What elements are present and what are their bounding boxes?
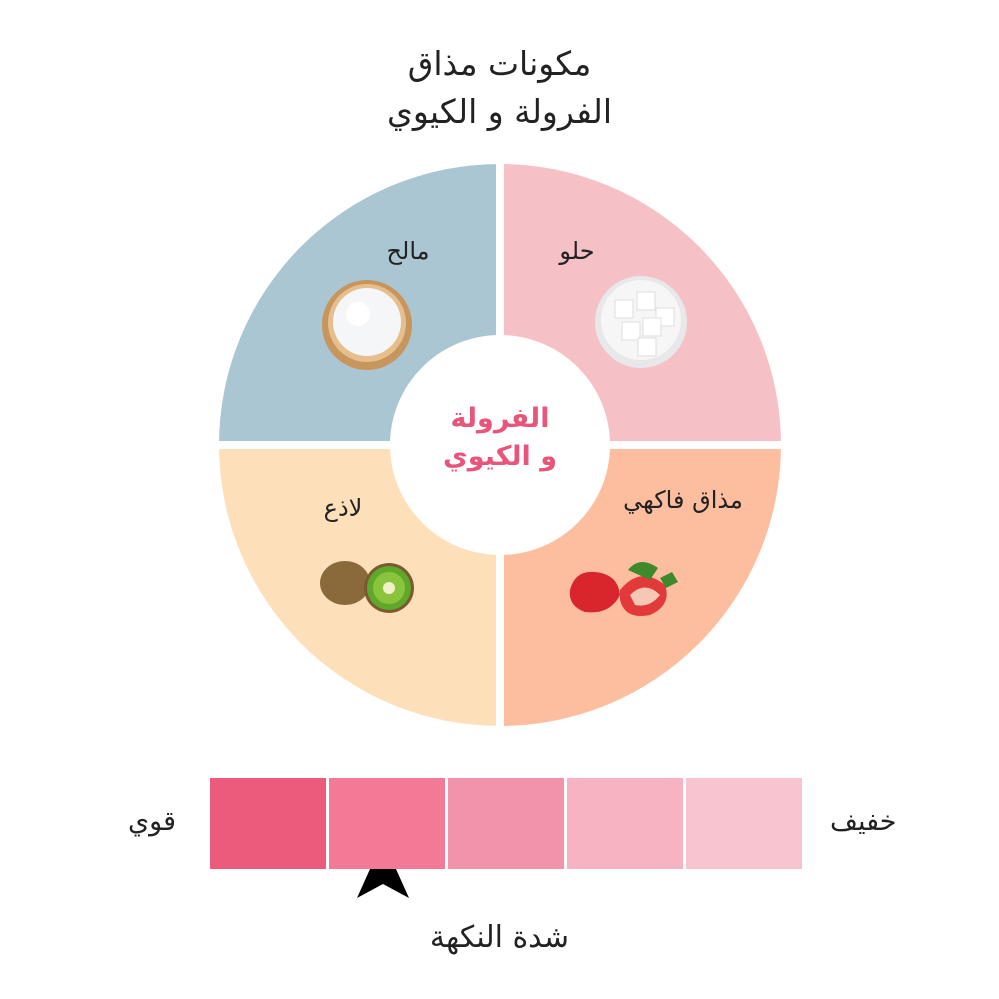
strawberry-icon	[569, 561, 678, 616]
scale-level-5	[686, 778, 802, 869]
center-line2: و الكيوي	[443, 441, 557, 472]
quadrant-label-salty: مالح	[386, 237, 430, 265]
salt-bowl-icon	[322, 280, 412, 370]
scale-level-1	[210, 778, 326, 869]
quadrant-label-tangy: لاذع	[323, 494, 363, 522]
scale-left-label: قوي	[128, 806, 176, 837]
scale-title: شدة النكهة	[429, 920, 570, 955]
scale-level-4	[567, 778, 683, 869]
quadrant-label-fruity: مذاق فاكهي	[623, 486, 743, 514]
chart-title-line2: الفرولة و الكيوي	[386, 92, 612, 131]
wheel-center-text: الفرولة و الكيوي	[400, 400, 600, 476]
chart-title-line1: مكونات مذاق	[407, 44, 592, 83]
scale-right-label: خفيف	[830, 806, 897, 837]
sugar-cubes-icon	[595, 276, 687, 368]
triangle-pointer-icon	[357, 840, 409, 898]
scale-level-2	[329, 778, 445, 869]
wheel-center	[390, 335, 610, 555]
quadrant-label-sweet: حلو	[559, 237, 595, 265]
kiwi-icon	[320, 561, 414, 613]
center-line1: الفرولة	[450, 403, 550, 434]
scale-level-3	[448, 778, 564, 869]
